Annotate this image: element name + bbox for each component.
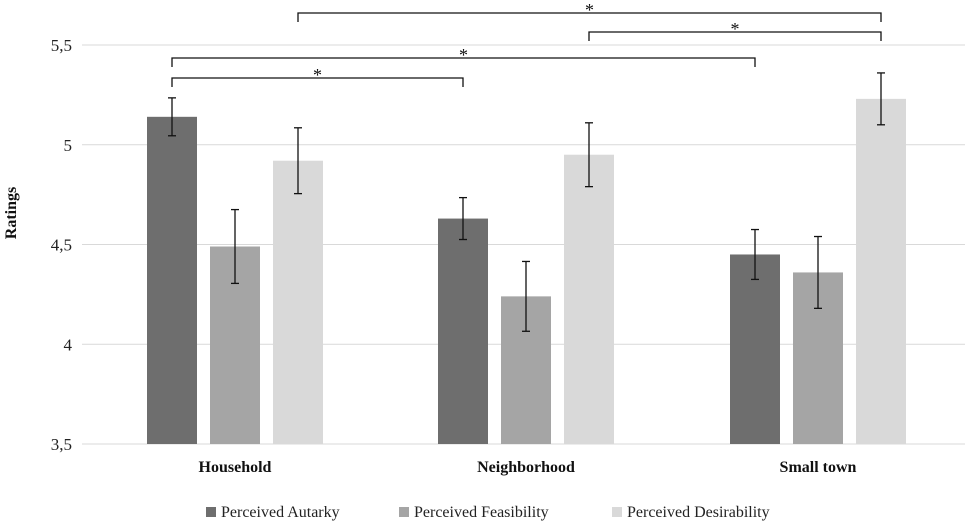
legend-item: Perceived Autarky <box>206 504 340 521</box>
legend-item: Perceived Feasibility <box>399 504 549 521</box>
significance-star: * <box>313 65 322 85</box>
legend-swatch <box>612 507 622 517</box>
legend: Perceived Autarky Perceived Feasibility Pe… <box>206 504 770 521</box>
significance-star: * <box>459 45 468 65</box>
category-labels: Household Neighborhood Small town <box>199 459 857 476</box>
significance-bracket: * <box>297 0 882 22</box>
error-bar <box>522 260 530 332</box>
y-tick-label: 5 <box>64 136 73 155</box>
error-bar <box>814 235 822 309</box>
legend-label: Perceived Desirability <box>627 504 770 521</box>
error-bar <box>168 97 176 137</box>
bar-perceived-desirability <box>856 98 906 445</box>
significance-star: * <box>731 19 740 39</box>
error-bar <box>231 208 239 285</box>
error-bar <box>294 127 302 195</box>
legend-label: Perceived Feasibility <box>414 504 549 521</box>
y-tick-label: 4 <box>64 335 73 354</box>
error-bar <box>459 196 467 241</box>
significance-brackets: * * * * <box>171 0 882 87</box>
legend-swatch <box>399 507 409 517</box>
bar-perceived-autarky <box>438 218 488 444</box>
y-tick-label: 3,5 <box>51 435 72 454</box>
y-axis-label: Ratings <box>3 187 20 239</box>
bar-perceived-autarky <box>147 116 197 444</box>
error-bar <box>585 122 593 188</box>
significance-star: * <box>585 0 594 20</box>
category-label: Household <box>199 459 272 476</box>
legend-swatch <box>206 507 216 517</box>
legend-label: Perceived Autarky <box>221 504 340 521</box>
error-bars <box>168 72 885 332</box>
category-label: Small town <box>780 459 857 476</box>
bar-perceived-desirability <box>564 154 614 444</box>
legend-item: Perceived Desirability <box>612 504 770 521</box>
bar-perceived-autarky <box>730 254 780 444</box>
y-tick-label: 5,5 <box>51 36 72 55</box>
error-bar <box>751 228 759 281</box>
significance-bracket: * <box>171 45 756 67</box>
significance-bracket: * <box>588 19 882 41</box>
significance-bracket: * <box>171 65 464 87</box>
bar-perceived-desirability <box>273 160 323 444</box>
error-bar <box>877 72 885 126</box>
bars <box>147 98 906 445</box>
category-label: Neighborhood <box>477 459 575 476</box>
y-tick-labels: 3,5 4 4,5 5 5,5 <box>51 36 73 454</box>
y-tick-label: 4,5 <box>51 236 72 255</box>
